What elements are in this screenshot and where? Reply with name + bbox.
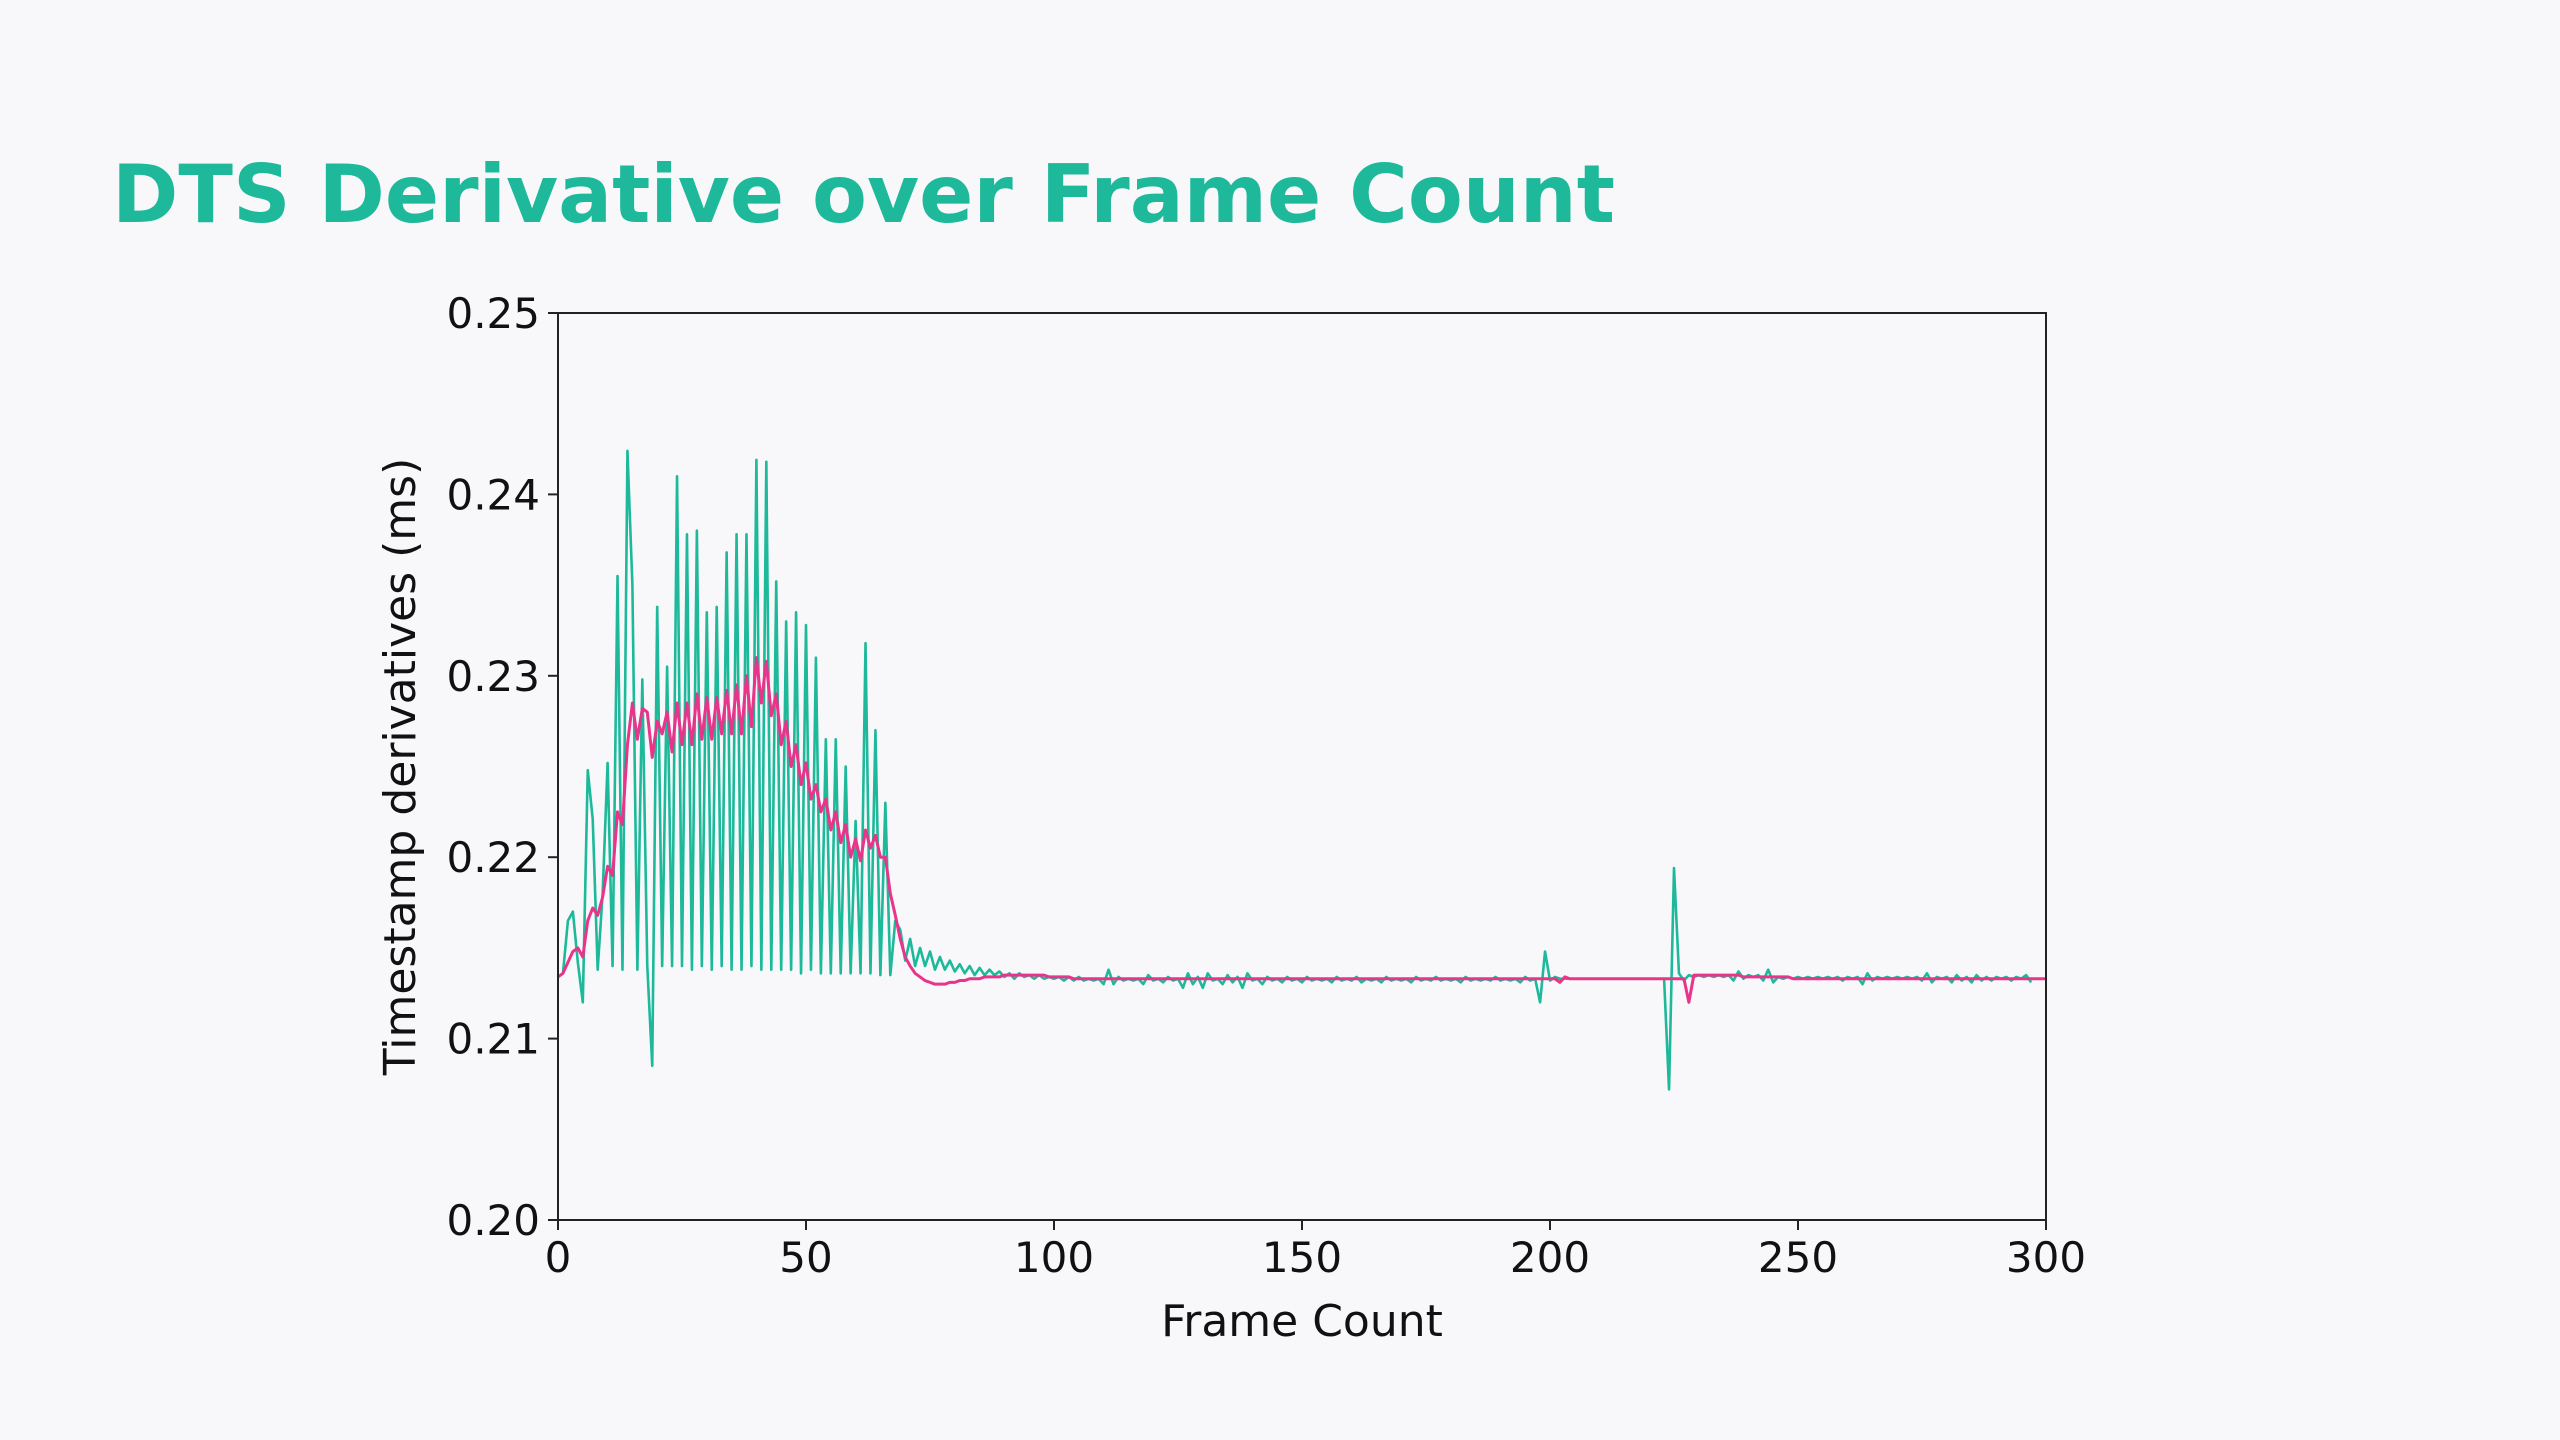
y-axis-label: Timestamp derivatives (ms) xyxy=(375,458,426,1077)
x-tick-label: 300 xyxy=(2006,1233,2086,1282)
y-tick-label: 0.20 xyxy=(446,1196,540,1245)
x-tick-label: 200 xyxy=(1510,1233,1590,1282)
y-tick-label: 0.25 xyxy=(446,289,540,338)
x-tick-label: 50 xyxy=(779,1233,832,1282)
x-axis-ticks: 0 50 100 150 200 250 300 xyxy=(545,1220,2086,1282)
y-tick-label: 0.24 xyxy=(446,470,540,519)
series-line-2 xyxy=(557,656,2046,1004)
x-tick-label: 0 xyxy=(545,1233,572,1282)
slide-title: DTS Derivative over Frame Count xyxy=(112,148,1615,241)
y-tick-label: 0.21 xyxy=(446,1015,540,1064)
x-tick-label: 100 xyxy=(1014,1233,1094,1282)
series-layer xyxy=(557,449,2046,1091)
y-axis-ticks: 0.20 0.21 0.22 0.23 0.24 0.25 xyxy=(446,289,558,1245)
x-tick-label: 250 xyxy=(1758,1233,1838,1282)
y-tick-label: 0.23 xyxy=(446,652,540,701)
series-line-1 xyxy=(557,449,2033,1091)
y-tick-label: 0.22 xyxy=(446,833,540,882)
plot-frame xyxy=(557,312,2047,1221)
x-tick-label: 150 xyxy=(1262,1233,1342,1282)
x-axis-label: Frame Count xyxy=(1161,1296,1443,1347)
